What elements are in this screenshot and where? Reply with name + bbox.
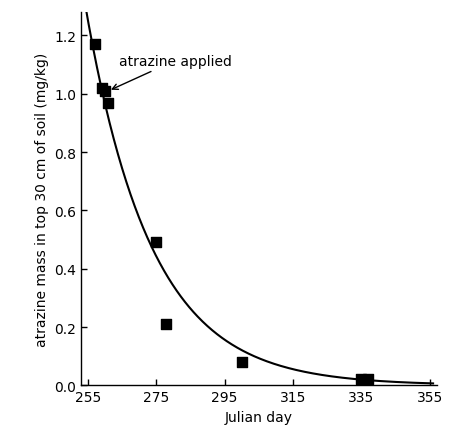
Point	[163, 321, 170, 328]
Point	[98, 85, 105, 92]
Point	[364, 376, 372, 383]
Point	[153, 240, 160, 247]
Point	[105, 100, 112, 107]
Point	[91, 42, 98, 49]
Y-axis label: atrazine mass in top 30 cm of soil (mg/kg): atrazine mass in top 30 cm of soil (mg/k…	[35, 53, 49, 346]
Point	[358, 376, 365, 383]
Point	[101, 88, 108, 95]
Point	[238, 359, 245, 366]
Text: atrazine applied: atrazine applied	[112, 54, 231, 90]
X-axis label: Julian day: Julian day	[225, 410, 293, 424]
